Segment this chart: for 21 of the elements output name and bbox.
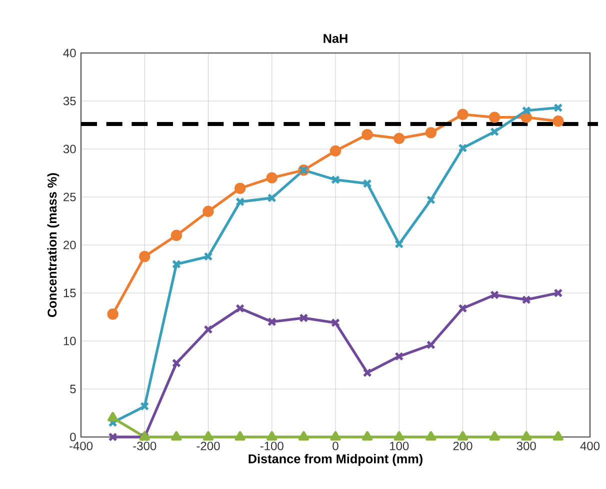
- x-tick-label: -200: [196, 442, 220, 450]
- x-axis-title: Distance from Midpoint (mm): [248, 454, 422, 466]
- y-tick-label: 40: [63, 48, 76, 58]
- x-tick-label: 400: [580, 442, 600, 450]
- y-tick-label: 5: [70, 384, 76, 394]
- x-tick-label: 100: [390, 442, 409, 450]
- x-tick-label: -400: [70, 442, 93, 450]
- x-tick-label: 0: [332, 442, 338, 450]
- y-axis-title: Concentration (mass %): [47, 173, 60, 317]
- x-tick-label: 300: [516, 442, 536, 450]
- y-tick-label: 20: [64, 240, 76, 250]
- y-tick-label: 25: [64, 192, 76, 202]
- chart-title: NaH: [324, 34, 348, 43]
- x-tick-label: 200: [453, 442, 472, 450]
- y-tick-label: 35: [63, 96, 76, 106]
- x-tick-label: -300: [133, 442, 156, 450]
- x-tick-label: -100: [260, 442, 284, 450]
- y-tick-label: 15: [64, 288, 76, 298]
- y-tick-label: 10: [64, 336, 76, 346]
- y-tick-label: 0: [70, 432, 76, 442]
- y-tick-label: 30: [63, 144, 76, 154]
